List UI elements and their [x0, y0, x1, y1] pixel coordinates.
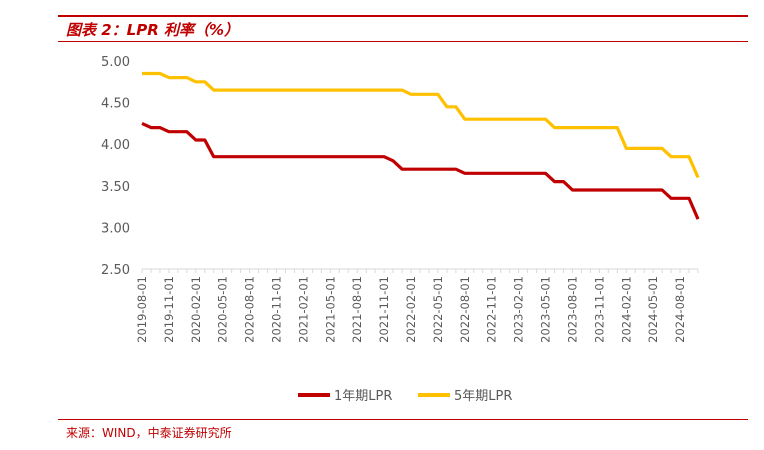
y-tick-label: 4.00: [101, 138, 130, 153]
x-tick-label: 2023-05-01: [539, 276, 553, 343]
x-tick-label: 2024-02-01: [619, 276, 633, 343]
x-tick-label: 2022-02-01: [404, 276, 418, 343]
x-tick-label: 2023-02-01: [512, 276, 526, 343]
y-tick-label: 3.50: [101, 180, 130, 195]
source-note: 来源：WIND，中泰证券研究所: [66, 426, 232, 440]
x-axis: 2019-08-01 2019-11-01 2020-02-01 2020-05-01…: [135, 268, 699, 343]
x-tick-label: 2022-11-01: [485, 276, 499, 343]
x-tick-label: 2021-11-01: [377, 276, 391, 343]
legend: 1年期LPR 5年期LPR: [298, 389, 512, 404]
x-tick-label: 2021-08-01: [350, 276, 364, 343]
x-tick-label: 2021-02-01: [296, 276, 310, 343]
x-tick-label: 2019-11-01: [162, 276, 176, 343]
source-top-rule: [58, 419, 748, 420]
x-tick-label: 2022-05-01: [431, 276, 445, 343]
x-tick-label: 2021-05-01: [323, 276, 337, 343]
series-line-1y-lpr: [141, 121, 700, 220]
y-axis: 5.00 4.50 4.00 3.50 3.00 2.50: [101, 55, 130, 278]
x-tick-label: 2023-08-01: [565, 276, 579, 343]
y-tick-label: 2.50: [101, 263, 130, 278]
x-tick-label: 2020-08-01: [243, 276, 257, 343]
x-tick-label: 2024-05-01: [646, 276, 660, 343]
x-tick-label: 2023-11-01: [592, 276, 606, 343]
legend-label: 1年期LPR: [334, 389, 392, 404]
title-top-rule: [58, 15, 748, 17]
x-tick-label: 2020-05-01: [216, 276, 230, 343]
x-tick-label: 2020-11-01: [270, 276, 284, 343]
x-tick-label: 2019-08-01: [135, 276, 149, 343]
y-tick-label: 3.00: [101, 221, 130, 236]
y-tick-label: 4.50: [101, 97, 130, 112]
legend-label: 5年期LPR: [454, 389, 512, 404]
series-line-5y-lpr: [142, 71, 700, 179]
plot-area: [141, 71, 700, 220]
title-bottom-rule: [58, 41, 748, 42]
x-tick-label: 2020-02-01: [189, 276, 203, 343]
figure-title: 图表 2：LPR 利率（%）: [66, 21, 240, 39]
x-tick-label: 2024-08-01: [673, 276, 687, 343]
x-tick-label: 2022-08-01: [458, 276, 472, 343]
y-tick-label: 5.00: [101, 55, 130, 70]
